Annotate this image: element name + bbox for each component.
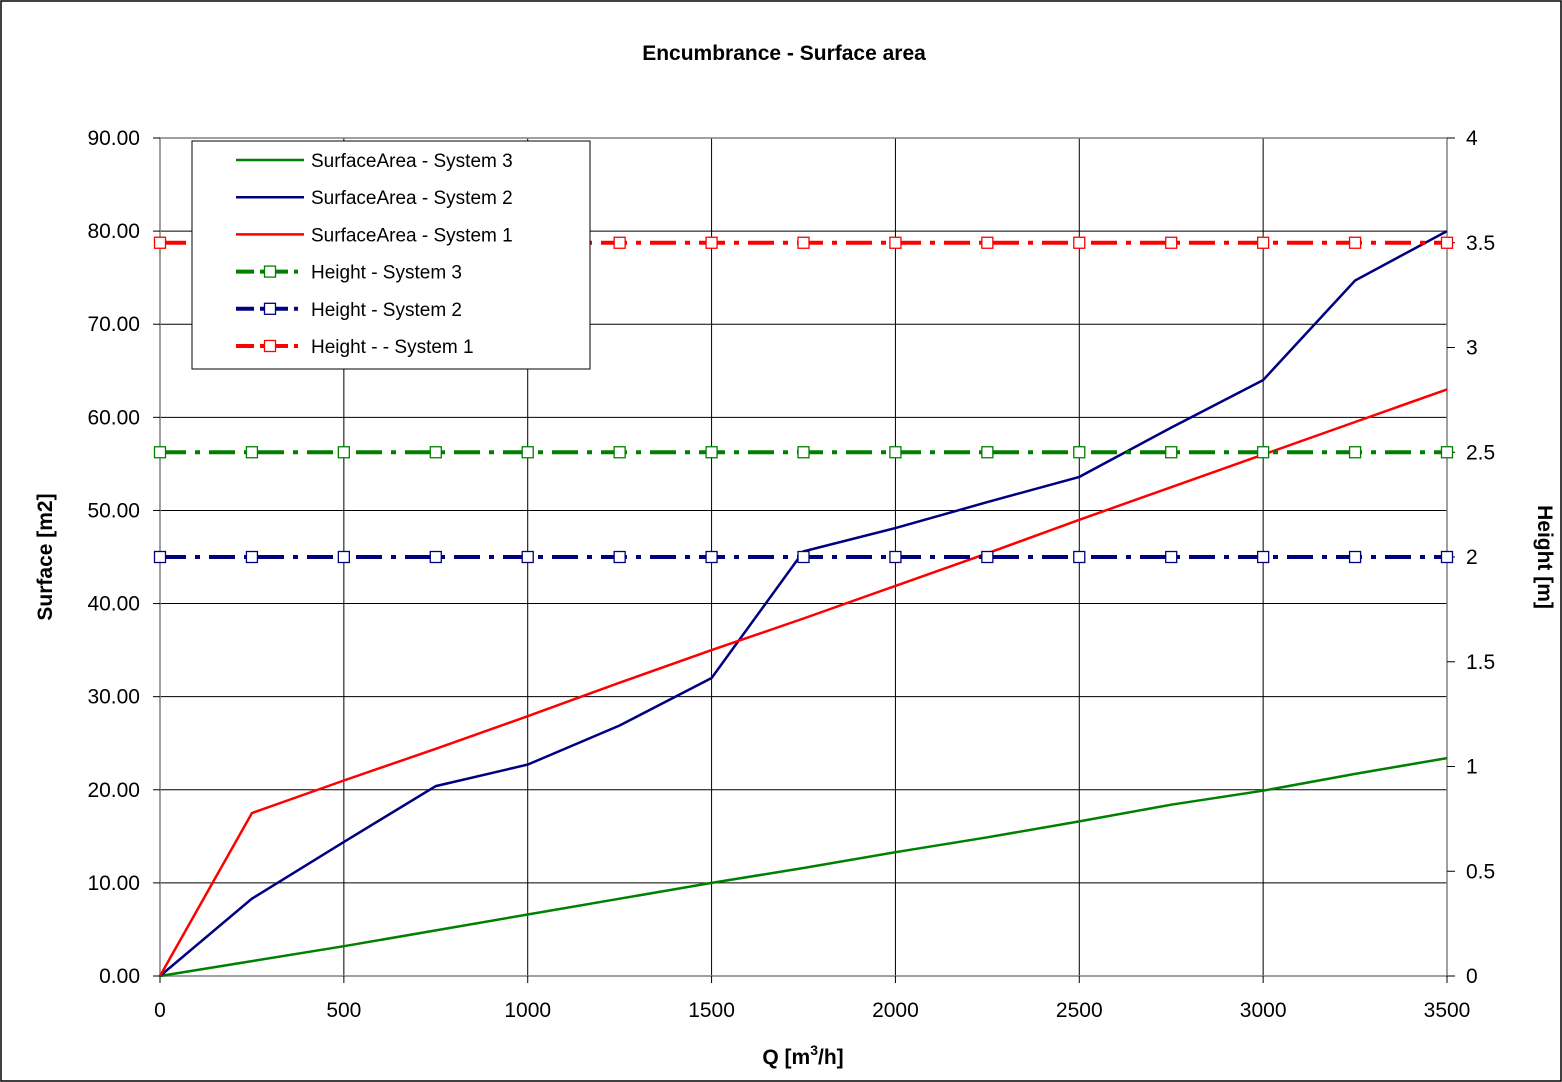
series-4-marker [337, 446, 351, 459]
y-tick-label: 30.00 [87, 686, 140, 709]
y2-axis-title: Height [m] [1533, 505, 1556, 609]
series-6-marker [797, 236, 810, 249]
series-5-marker [981, 550, 994, 564]
y-tick-label: 40.00 [87, 593, 140, 616]
series-4-marker [1256, 446, 1270, 459]
x-tick-label: 1500 [688, 999, 735, 1022]
series-4-marker [1073, 446, 1086, 459]
series-5-marker [613, 550, 626, 564]
legend-item-2-label: SurfaceArea - System 2 [311, 188, 513, 209]
legend-item-5-marker [263, 302, 277, 315]
series-6-marker [889, 236, 902, 249]
y-axis-title: Surface [m2] [34, 493, 57, 620]
x-axis-title-sup: 3 [810, 1042, 818, 1058]
legend: SurfaceArea - System 3 SurfaceArea - Syst… [191, 140, 591, 370]
x-tick-label: 3500 [1424, 999, 1471, 1022]
legend-item-6-marker [263, 339, 277, 353]
series-6-marker [1440, 236, 1454, 249]
series-6-marker [1256, 236, 1270, 249]
series-4-marker [1440, 446, 1454, 459]
x-tick-label: 3000 [1240, 999, 1287, 1022]
legend-item-3-label: SurfaceArea - System 1 [311, 225, 513, 246]
series-6-marker [613, 236, 626, 249]
legend-item-6-label: Height - - System 1 [311, 337, 474, 358]
series-4-marker [521, 446, 534, 459]
y2-tick-label: 1 [1466, 756, 1478, 779]
y2-tick-label: 3 [1466, 337, 1478, 360]
y2-tick-label: 2 [1466, 546, 1478, 569]
legend-item-4-marker [263, 265, 277, 278]
axis-ticks: 0.00 10.00 20.00 30.00 40.00 50.00 60.00 70.00 8… [87, 127, 1495, 1022]
x-tick-label: 2500 [1056, 999, 1103, 1022]
series-6-marker [1073, 236, 1086, 249]
series-5-marker [1440, 550, 1454, 564]
x-axis-title: Q [m3/h] [762, 1042, 843, 1069]
y2-tick-label: 1.5 [1466, 651, 1495, 674]
series-4-marker [429, 446, 442, 459]
y-tick-label: 10.00 [87, 872, 140, 895]
series-4-marker [705, 446, 718, 459]
y-tick-label: 60.00 [87, 406, 140, 429]
y2-tick-label: 0 [1466, 965, 1478, 988]
series-5-marker [1073, 550, 1086, 564]
series-5-marker [889, 550, 902, 564]
y-tick-label: 90.00 [87, 127, 140, 150]
legend-item-1-label: SurfaceArea - System 3 [311, 151, 513, 172]
y-tick-label: 70.00 [87, 313, 140, 336]
y-tick-label: 80.00 [87, 220, 140, 243]
series-6-marker [1348, 236, 1362, 249]
y2-tick-label: 3.5 [1466, 232, 1495, 255]
series-5-marker [153, 550, 167, 564]
series-5-marker [1165, 550, 1178, 564]
y-tick-label: 0.00 [99, 965, 140, 988]
legend-item-4-label: Height - System 3 [311, 263, 462, 284]
series-5-marker [337, 550, 351, 564]
series-6-marker [981, 236, 994, 249]
series-4-marker [981, 446, 994, 459]
series-5-marker [245, 550, 259, 564]
y-tick-label: 20.00 [87, 779, 140, 802]
series-4-marker [1348, 446, 1362, 459]
y2-tick-label: 0.5 [1466, 860, 1495, 883]
series-4-marker [153, 446, 167, 459]
legend-item-5-label: Height - System 2 [311, 300, 462, 321]
series-5-marker [521, 550, 534, 564]
series-4-marker [613, 446, 626, 459]
y-tick-label: 50.00 [87, 499, 140, 522]
x-axis-title-suffix: /h] [818, 1046, 844, 1069]
x-tick-label: 2000 [872, 999, 919, 1022]
series-6-marker [1165, 236, 1178, 249]
chart-title: Encumbrance - Surface area [642, 42, 926, 65]
series-3-line [158, 388, 1448, 977]
series-4-marker [797, 446, 810, 459]
y2-tick-label: 4 [1466, 127, 1478, 150]
series-5-marker [1348, 550, 1362, 564]
series-4-marker [1165, 446, 1178, 459]
series-6-marker [705, 236, 718, 249]
series-5-marker [429, 550, 442, 564]
x-tick-label: 1000 [504, 999, 551, 1022]
series-1-line [159, 756, 1448, 978]
series-5-marker [705, 550, 718, 564]
y2-tick-label: 2.5 [1466, 441, 1495, 464]
series-4-marker [889, 446, 902, 459]
x-tick-label: 500 [326, 999, 361, 1022]
series-6-marker [153, 236, 167, 249]
series-5-marker [1256, 550, 1270, 564]
x-axis-title-main: Q [m [762, 1046, 810, 1069]
series-5-marker [797, 550, 810, 564]
legend-box [191, 140, 591, 370]
x-tick-label: 0 [154, 999, 166, 1022]
series-4-marker [245, 446, 259, 459]
